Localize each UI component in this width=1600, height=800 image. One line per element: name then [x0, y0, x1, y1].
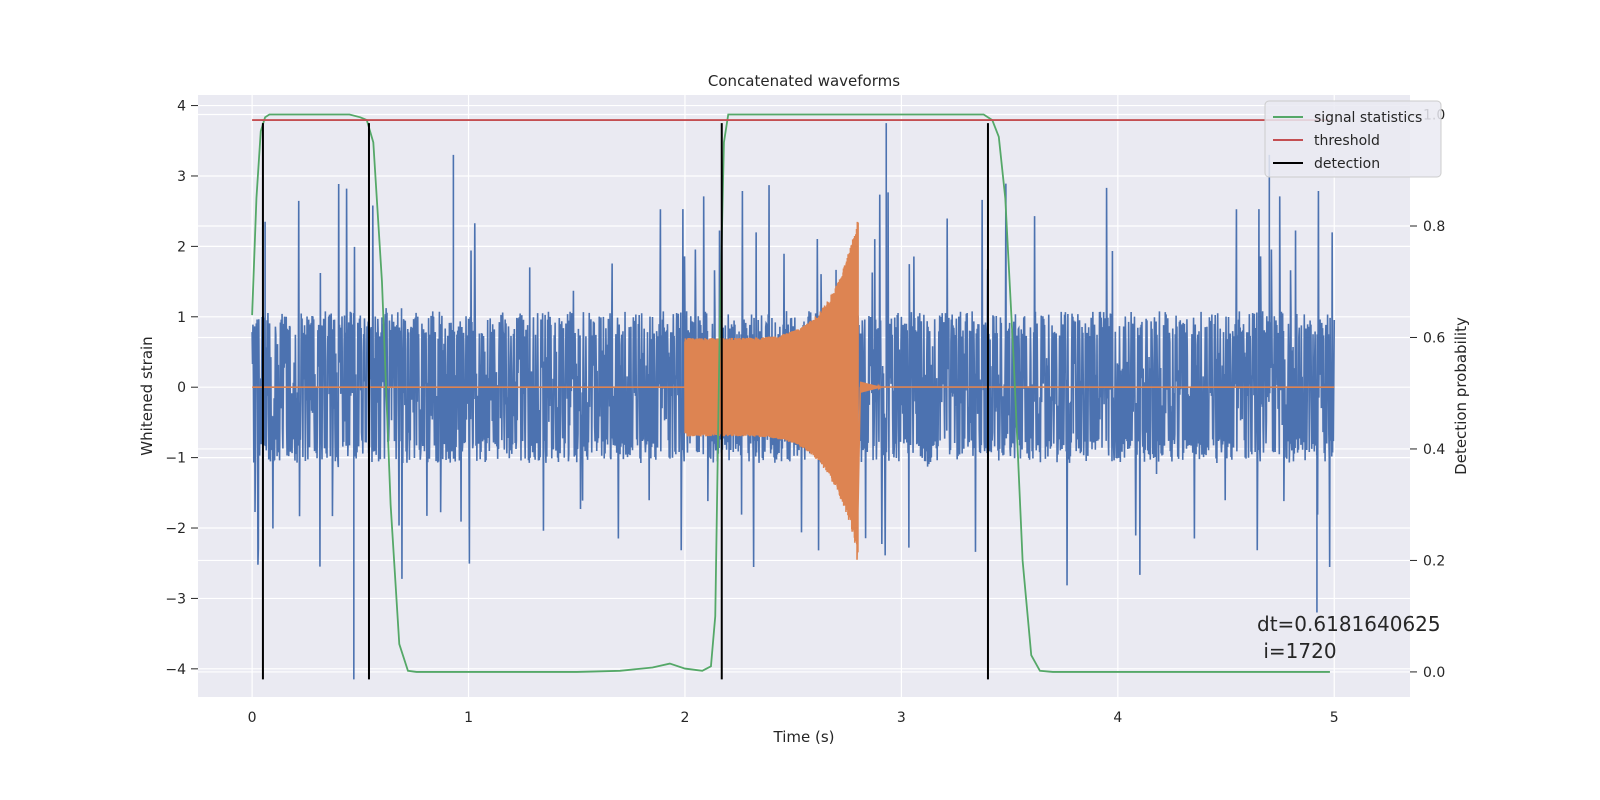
- signal-statistics-line: [251, 113, 1330, 673]
- y-axis-label: Whitened strain: [138, 336, 156, 455]
- legend-label: detection: [1314, 156, 1380, 172]
- x-tick-label: 3: [897, 710, 906, 726]
- legend-label: threshold: [1314, 133, 1380, 149]
- y2-tick-label: 0.8: [1423, 219, 1445, 235]
- y2-tick-label: 0.4: [1423, 442, 1445, 458]
- annotation: dt=0.6181640625 i=1720: [1257, 612, 1441, 663]
- y2-tick-label: 0.6: [1423, 330, 1445, 346]
- y-tick-label: 0: [177, 380, 186, 396]
- annotation-dt: dt=0.6181640625: [1257, 612, 1441, 636]
- annotation-index: i=1720: [1257, 639, 1337, 663]
- x-tick-label: 4: [1113, 710, 1122, 726]
- x-tick-label: 0: [248, 710, 257, 726]
- x-tick-label: 1: [464, 710, 473, 726]
- chart-title: Concatenated waveforms: [708, 72, 900, 90]
- x-tick-label: 2: [681, 710, 690, 726]
- legend-box: [1264, 100, 1442, 178]
- y-tick-label: −2: [165, 521, 186, 537]
- y-tick-label: 4: [177, 99, 186, 115]
- legend-label: signal statistics: [1314, 110, 1422, 126]
- y2-axis-label: Detection probability: [1452, 317, 1470, 475]
- strain-noise-line: [251, 183, 1336, 586]
- injected-signal-line: [252, 221, 1335, 560]
- y2-tick-label: 0.2: [1423, 553, 1445, 569]
- y-tick-label: −1: [165, 451, 186, 467]
- plot-content: [251, 113, 1336, 680]
- y-tick-label: −3: [165, 591, 186, 607]
- legend: signal statistics threshold detection: [1264, 100, 1442, 178]
- x-tick-label: 5: [1330, 710, 1339, 726]
- y-tick-label: −4: [165, 662, 186, 678]
- y-tick-label: 3: [177, 169, 186, 185]
- y-tick-label: 2: [177, 239, 186, 255]
- y-tick-label: 1: [177, 310, 186, 326]
- y2-tick-label: 0.0: [1423, 665, 1445, 681]
- x-axis-label: Time (s): [773, 728, 835, 746]
